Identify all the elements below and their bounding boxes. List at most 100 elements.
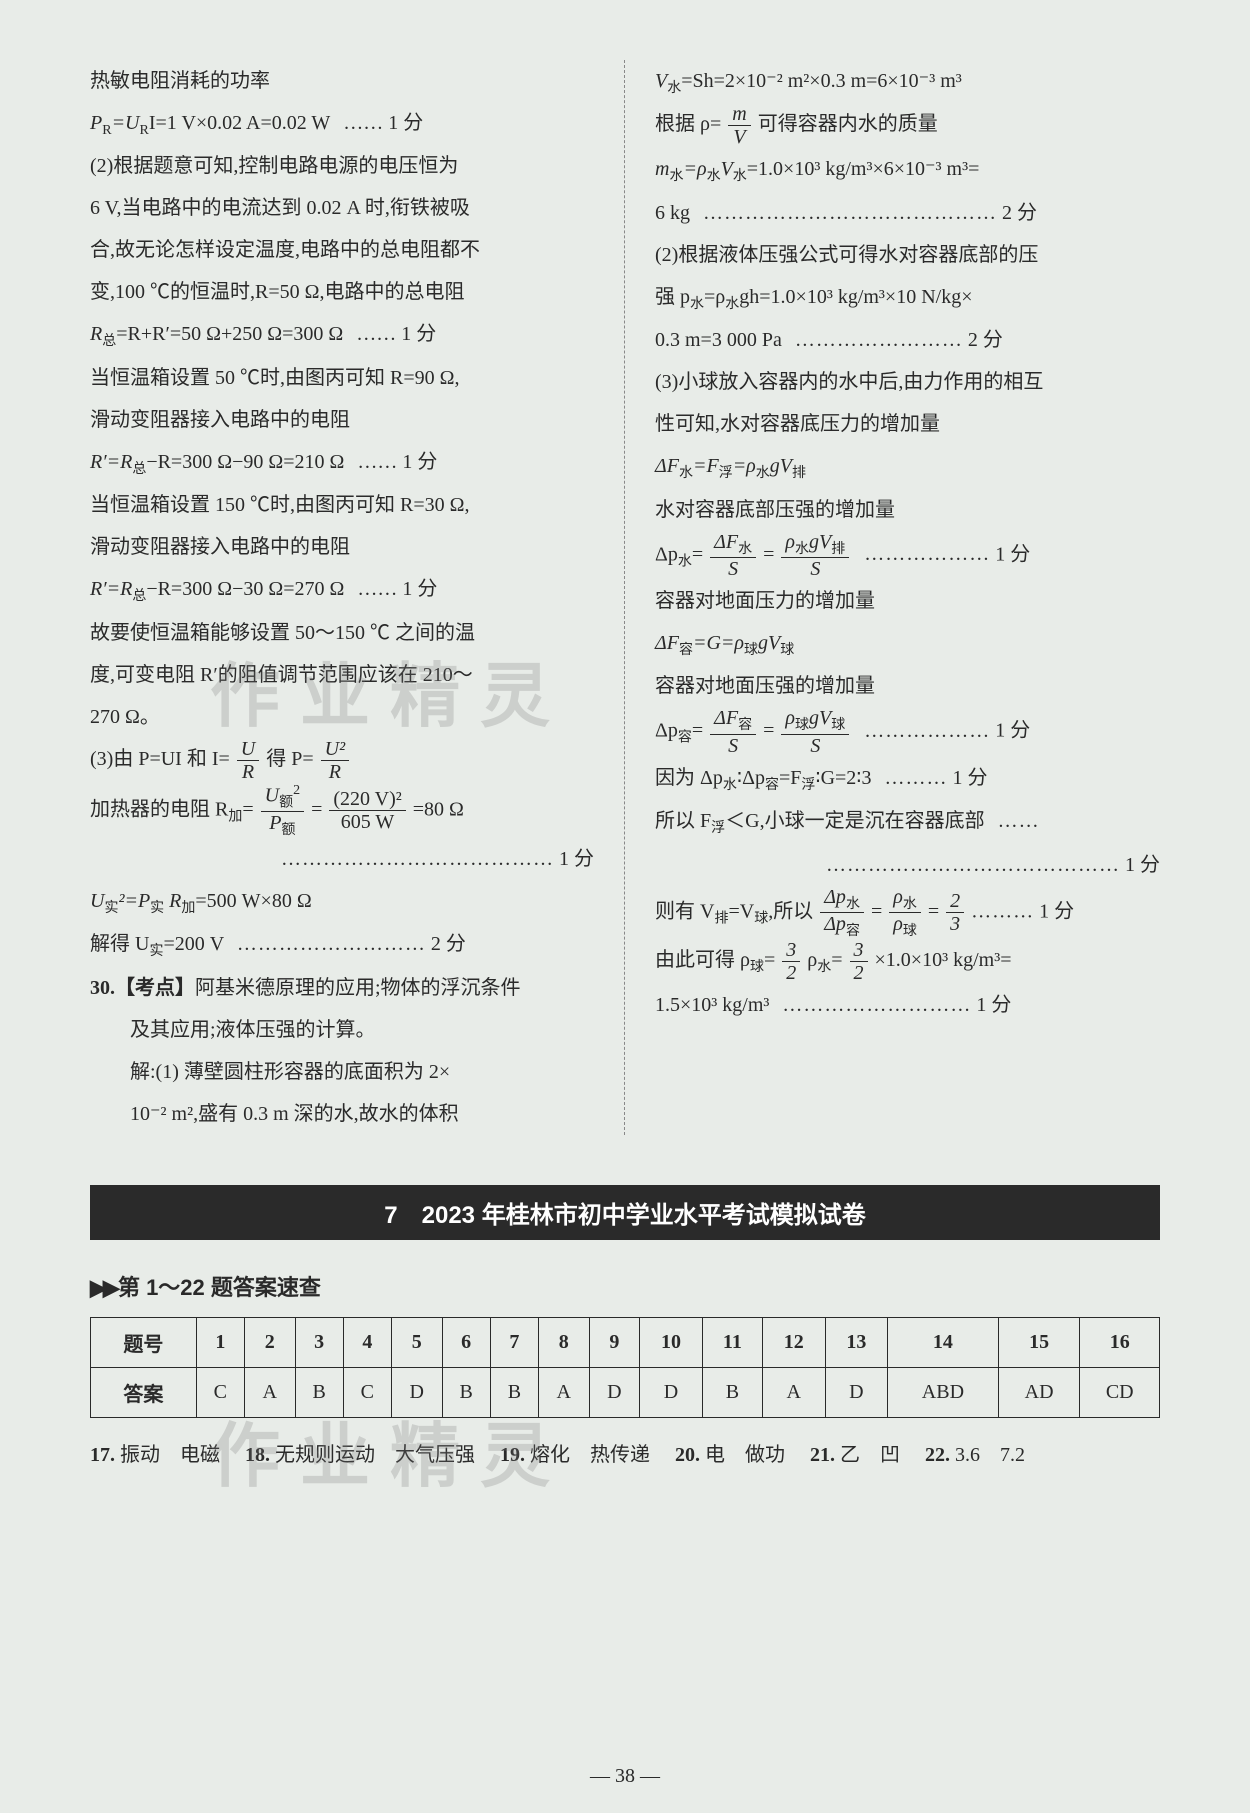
answer: 大气压强 — [395, 1444, 475, 1466]
col-num: 7 — [490, 1317, 538, 1367]
answer-cell: B — [490, 1367, 538, 1417]
score: …… 1 分 — [343, 112, 423, 134]
text-line: (2)根据液体压强公式可得水对容器底部的压 — [655, 234, 1160, 276]
answer: 电 — [705, 1444, 725, 1466]
sub: 水 — [678, 554, 692, 569]
eq: = — [692, 720, 703, 742]
var: =ρ — [704, 286, 725, 308]
var: gV — [770, 455, 792, 477]
col-num: 3 — [295, 1317, 343, 1367]
value: I=1 V×0.02 A=0.02 W — [149, 112, 330, 134]
text: =F — [779, 767, 801, 789]
fraction: 32 — [782, 939, 800, 984]
score: 1 分 — [953, 767, 988, 789]
fraction: ΔF容S — [710, 707, 756, 756]
sub: 排 — [792, 466, 806, 481]
var: gV — [758, 632, 780, 654]
sub: 实 — [150, 901, 164, 916]
q-num: 20. — [675, 1444, 700, 1466]
fraction: mV — [728, 103, 750, 148]
formula-line: Δp水= ΔF水S = ρ水gV排S ……………… 1 分 — [655, 531, 1160, 580]
text: ∶Δp — [737, 767, 765, 789]
var: =G=ρ — [693, 632, 744, 654]
q-num: 22. — [925, 1444, 950, 1466]
question-header: 30.【考点】阿基米德原理的应用;物体的浮沉条件 — [90, 967, 594, 1009]
score: 2 分 — [431, 933, 466, 955]
q-num: 19. — [500, 1444, 525, 1466]
var: Δp — [655, 543, 678, 565]
value: =80 Ω — [413, 798, 464, 820]
formula-line: 由此可得 ρ球= 32 ρ水= 32 ×1.0×10³ kg/m³= — [655, 939, 1160, 984]
sub: 实 — [149, 944, 163, 959]
page-number: — 38 — — [0, 1765, 1250, 1788]
score: …… 1 分 — [356, 323, 436, 345]
table-answer-row: 答案 C A B C D B B A D D B A D ABD AD CD — [91, 1367, 1160, 1417]
quick-answer-title: 第 1～22 题答案速查 — [90, 1270, 1160, 1302]
keypoint-label: 【考点】 — [115, 977, 195, 999]
fraction: ρ水gV排S — [781, 531, 849, 580]
q-num: 21. — [810, 1444, 835, 1466]
sub: 加 — [181, 901, 195, 916]
sub: 水 — [817, 960, 831, 975]
question-number: 30. — [90, 977, 115, 999]
sub: 总 — [132, 589, 146, 604]
sub: 球 — [780, 643, 794, 658]
answer-cell: B — [442, 1367, 490, 1417]
sub: 球 — [744, 643, 758, 658]
text-line: 当恒温箱设置 150 ℃时,由图丙可知 R=30 Ω, — [90, 484, 594, 526]
answer-cell: D — [589, 1367, 640, 1417]
fraction: U²R — [321, 738, 349, 783]
col-num: 10 — [640, 1317, 703, 1367]
answer-cell: CD — [1080, 1367, 1160, 1417]
score-line: …………………………………… 1 分 — [655, 844, 1160, 886]
value: =500 W×80 Ω — [195, 890, 311, 912]
var: =ρ — [683, 158, 706, 180]
score: …… 1 分 — [357, 578, 437, 600]
text: 由此可得 ρ — [655, 949, 750, 971]
formula-line: 所以 F浮＜G,小球一定是沉在容器底部 …… — [655, 800, 1160, 843]
score: 1 分 — [559, 848, 594, 870]
value: gh=1.0×10³ kg/m³×10 N/kg× — [739, 286, 972, 308]
answer: 无规则运动 — [275, 1444, 375, 1466]
text-line: 当恒温箱设置 50 ℃时,由图丙可知 R=90 Ω, — [90, 357, 594, 399]
var: R′=R — [90, 578, 132, 600]
col-num: 8 — [538, 1317, 589, 1367]
sub: 水 — [690, 297, 704, 312]
eq: = — [242, 798, 253, 820]
sub: 浮 — [719, 466, 733, 481]
dots: …………………………………… — [826, 854, 1120, 876]
formula-line: V水=Sh=2×10⁻² m²×0.3 m=6×10⁻³ m³ — [655, 60, 1160, 103]
answer: 振动 — [120, 1444, 160, 1466]
sub: 容 — [678, 731, 692, 746]
formula-line: 0.3 m=3 000 Pa …………………… 2 分 — [655, 319, 1160, 361]
sub: R — [102, 123, 111, 138]
sub: 水 — [679, 466, 693, 481]
text-line: (2)根据题意可知,控制电路电源的电压恒为 — [90, 145, 594, 187]
answer-cell: A — [244, 1367, 295, 1417]
sub: 水 — [667, 81, 681, 96]
answer: 热传递 — [590, 1444, 650, 1466]
section-title-bar: 7 2023 年桂林市初中学业水平考试模拟试卷 — [90, 1185, 1160, 1240]
answer: 乙 — [840, 1444, 860, 1466]
col-num: 12 — [762, 1317, 825, 1367]
text-line: 变,100 ℃的恒温时,R=50 Ω,电路中的总电阻 — [90, 271, 594, 313]
answer: 3.6 — [955, 1444, 980, 1466]
right-column: V水=Sh=2×10⁻² m²×0.3 m=6×10⁻³ m³ 根据 ρ= mV… — [625, 60, 1160, 1135]
q-num: 18. — [245, 1444, 270, 1466]
text-line: 6 V,当电路中的电流达到 0.02 A 时,衔铁被吸 — [90, 187, 594, 229]
score: 2 分 — [1002, 202, 1037, 224]
eq: = — [311, 798, 322, 820]
sub: R — [140, 123, 149, 138]
var: ²=P — [118, 890, 150, 912]
score: 1 分 — [1125, 854, 1160, 876]
var: R — [164, 890, 181, 912]
text: =V — [728, 900, 754, 922]
answer-cell: ABD — [888, 1367, 999, 1417]
fraction: UR — [237, 738, 259, 783]
value: 6 kg — [655, 202, 690, 224]
var: Δp — [655, 720, 678, 742]
value: ∶G=2∶3 — [815, 767, 871, 789]
answer-label: 答案 — [91, 1367, 197, 1417]
text: 强 p — [655, 286, 690, 308]
text: 根据 ρ= — [655, 113, 721, 135]
